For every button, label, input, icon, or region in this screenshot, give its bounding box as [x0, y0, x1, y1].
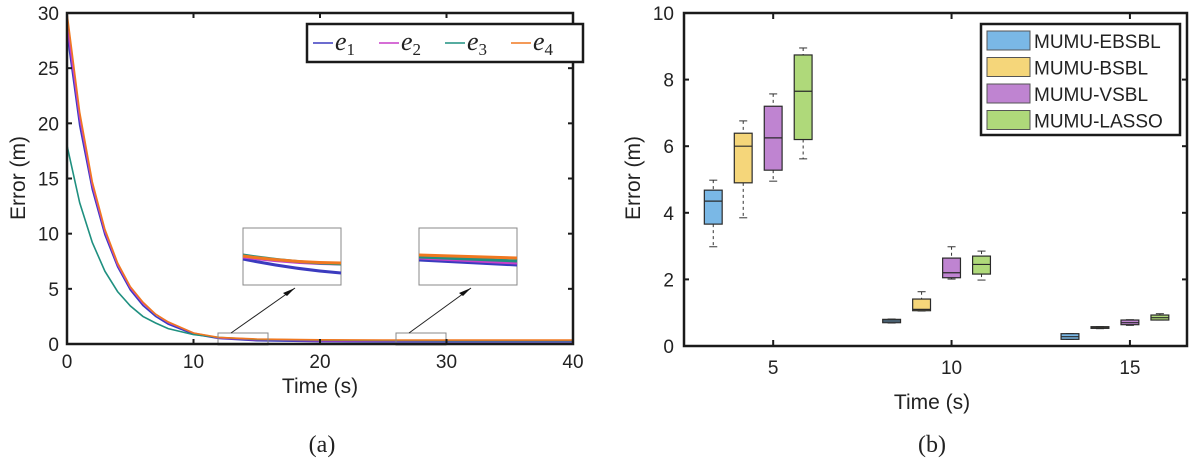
- b-xlabel: Time (s): [894, 391, 970, 414]
- box-MUMU-BSBL-5: [733, 120, 753, 219]
- panel-b: 5 10 15 0 2 4 6 8 10 MUMU-EBSBL MUMU-BSBL MUMU-VSBL…: [653, 4, 1189, 379]
- box-MUMU-EBSBL-5: [703, 179, 723, 248]
- legend-swatch-MUMU-LASSO: [986, 110, 1031, 130]
- box-iqr: [793, 54, 813, 141]
- a-plot-area: [67, 13, 573, 344]
- zoom-arrow: [408, 287, 472, 334]
- box-iqr: [942, 257, 962, 279]
- box-MUMU-LASSO-15: [1150, 313, 1170, 321]
- legend-label-MUMU-EBSBL: MUMU-EBSBL: [1034, 32, 1161, 53]
- box-MUMU-EBSBL-15: [1060, 333, 1080, 340]
- x-tick-label: 30: [436, 352, 457, 373]
- inset-line-e4: [418, 253, 518, 260]
- series-line-e4: [66, 12, 573, 341]
- y-tick-label: 10: [38, 225, 59, 246]
- legend-label-e3: e3: [467, 27, 487, 59]
- y-tick-label: 30: [38, 4, 59, 25]
- inset-line-e4: [242, 254, 342, 265]
- x-tick-label: 20: [309, 352, 330, 373]
- x-tick-label: 40: [562, 352, 583, 373]
- b-legend: MUMU-EBSBL MUMU-BSBL MUMU-VSBL MUMU-LASSO: [979, 22, 1182, 137]
- box-MUMU-BSBL-15: [1090, 326, 1110, 330]
- box-iqr: [972, 255, 992, 275]
- y-tick-label: 25: [38, 59, 59, 80]
- y-tick-label: 20: [38, 114, 59, 135]
- box-MUMU-LASSO-5: [793, 47, 813, 160]
- y-tick-label: 10: [653, 4, 674, 25]
- box-MUMU-VSBL-5: [763, 93, 783, 182]
- legend-label-MUMU-BSBL: MUMU-BSBL: [1034, 59, 1148, 80]
- b-ylabel: Error (m): [622, 136, 645, 220]
- y-tick-label: 8: [663, 71, 674, 92]
- legend-label-e4: e4: [533, 27, 554, 59]
- x-tick-label: 0: [62, 352, 73, 373]
- legend-label-MUMU-LASSO: MUMU-LASSO: [1034, 112, 1163, 133]
- x-tick-label: 10: [183, 352, 204, 373]
- a-legend: e1 e2 e3 e4: [305, 22, 585, 64]
- legend-swatch-MUMU-EBSBL: [986, 30, 1031, 51]
- inset-line-e1: [242, 257, 342, 275]
- y-tick-label: 4: [663, 204, 674, 225]
- box-MUMU-LASSO-10: [972, 250, 992, 281]
- series-line-e1: [66, 32, 573, 343]
- legend-label-MUMU-VSBL: MUMU-VSBL: [1034, 85, 1148, 106]
- y-tick-label: 0: [48, 335, 59, 356]
- a-ylabel: Error (m): [7, 136, 30, 220]
- y-tick-label: 6: [663, 137, 674, 158]
- box-iqr: [733, 132, 753, 184]
- arrowhead-icon: [283, 288, 295, 296]
- x-tick-label: 15: [1119, 358, 1140, 379]
- box-MUMU-BSBL-10: [912, 291, 932, 312]
- legend-swatch-MUMU-VSBL: [986, 83, 1031, 104]
- y-tick-label: 15: [38, 170, 59, 191]
- a-xlabel: Time (s): [282, 375, 358, 398]
- box-MUMU-EBSBL-10: [882, 318, 902, 324]
- y-tick-label: 5: [48, 280, 59, 301]
- box-iqr: [912, 298, 932, 312]
- legend-swatch-MUMU-BSBL: [986, 57, 1031, 77]
- legend-label-e1: e1: [335, 27, 355, 59]
- panel-a: 0 10 20 30 40 0 5 10 15 20 25 30 e1 e2 e3 e4: [38, 4, 585, 373]
- legend-label-e2: e2: [401, 27, 421, 59]
- zoom-arrow: [230, 287, 296, 334]
- x-tick-label: 5: [768, 358, 779, 379]
- box-iqr: [703, 189, 723, 225]
- inset-line-e3: [418, 255, 518, 263]
- box-MUMU-VSBL-15: [1120, 319, 1140, 326]
- inset-line-e1: [418, 258, 518, 267]
- box-MUMU-VSBL-10: [942, 246, 962, 280]
- x-tick-label: 10: [941, 358, 962, 379]
- y-tick-label: 2: [663, 270, 674, 291]
- a-caption: (a): [309, 432, 336, 458]
- b-axes-box: [682, 11, 1189, 348]
- b-caption: (b): [918, 432, 946, 458]
- y-tick-label: 0: [663, 337, 674, 358]
- arrowhead-icon: [459, 288, 471, 296]
